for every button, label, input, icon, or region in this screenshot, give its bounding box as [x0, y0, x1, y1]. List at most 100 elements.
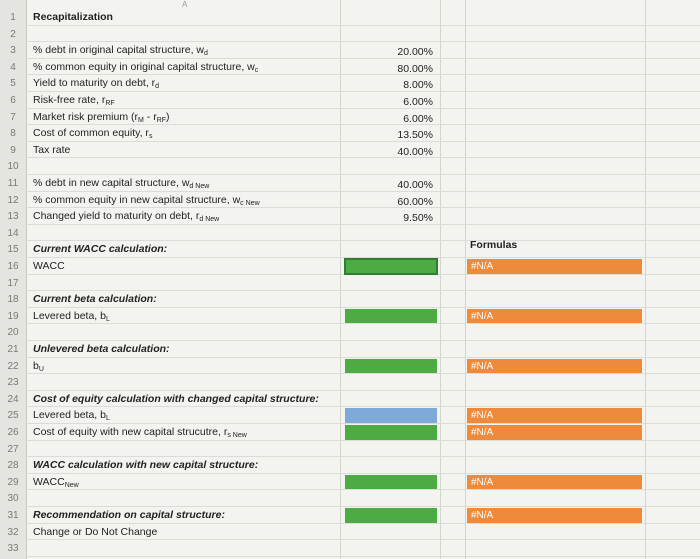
row-number[interactable]: 2 — [10, 28, 16, 40]
row-gridline — [26, 456, 700, 458]
row-number[interactable]: 19 — [7, 310, 19, 322]
column-letter: A — [182, 0, 188, 9]
row-number[interactable]: 11 — [7, 178, 19, 189]
row-label[interactable]: Levered beta, bL — [33, 409, 110, 423]
row-label[interactable]: Tax rate — [33, 143, 71, 156]
row-label[interactable]: % common equity in original capital stru… — [33, 60, 259, 74]
row-number[interactable]: 16 — [7, 261, 19, 272]
input-cell-green[interactable] — [345, 474, 437, 490]
value-cell[interactable]: 6.00% — [403, 96, 433, 108]
row-gridline — [26, 91, 700, 92]
row-label[interactable]: WACCNew — [33, 475, 79, 489]
input-cell-green[interactable] — [345, 508, 437, 523]
row-number[interactable]: 1 — [10, 12, 16, 23]
row-label[interactable]: Cost of common equity, rs — [33, 127, 153, 141]
row-label[interactable]: Market risk premium (rM - rRF) — [33, 110, 170, 124]
row-number[interactable]: 17 — [7, 277, 19, 289]
value-cell[interactable]: 8.00% — [403, 79, 433, 92]
row-gridline — [26, 107, 700, 109]
row-header-column — [0, 0, 27, 559]
value-cell[interactable]: 9.50% — [403, 212, 433, 225]
row-number[interactable]: 15 — [7, 244, 19, 256]
formula-cell[interactable] — [467, 259, 642, 274]
row-gridline — [26, 555, 700, 557]
row-label[interactable]: Yield to maturity on debt, rd — [33, 77, 160, 91]
row-number[interactable]: 6 — [10, 95, 16, 106]
row-label[interactable]: Changed yield to maturity on debt, rd Ne… — [33, 210, 220, 224]
row-number[interactable]: 28 — [7, 460, 19, 472]
value-cell[interactable]: 13.50% — [397, 129, 433, 142]
row-number[interactable]: 26 — [7, 427, 19, 438]
row-number[interactable]: 12 — [7, 194, 19, 206]
row-label[interactable]: % debt in new capital structure, wd New — [33, 177, 210, 190]
row-number[interactable]: 3 — [10, 45, 16, 57]
row-label[interactable]: Levered beta, bL — [33, 309, 110, 323]
value-cell[interactable]: 80.00% — [397, 62, 433, 75]
row-number[interactable]: 13 — [7, 211, 19, 223]
input-cell-green[interactable] — [345, 358, 437, 374]
row-gridline — [26, 489, 700, 491]
formula-cell[interactable] — [467, 408, 642, 423]
row-number[interactable]: 25 — [7, 410, 19, 422]
row-gridline — [26, 41, 700, 43]
row-gridline — [26, 157, 700, 159]
row-number[interactable]: 31 — [7, 510, 19, 521]
row-label[interactable]: Cost of equity calculation with changed … — [33, 392, 319, 405]
formula-cell[interactable] — [467, 358, 642, 374]
row-gridline — [26, 240, 700, 242]
value-cell[interactable]: 40.00% — [397, 179, 433, 191]
formula-cell[interactable] — [467, 425, 642, 440]
row-label[interactable]: Change or Do Not Change — [33, 525, 158, 538]
row-number[interactable]: 24 — [7, 393, 19, 405]
row-number[interactable]: 10 — [7, 161, 19, 173]
formula-cell[interactable] — [467, 508, 642, 523]
row-label[interactable]: Recommendation on capital structure: — [33, 509, 225, 521]
row-number[interactable]: 20 — [7, 327, 19, 339]
input-cell-blue[interactable] — [345, 408, 437, 423]
row-number[interactable]: 32 — [7, 526, 19, 538]
row-label[interactable]: Current WACC calculation: — [33, 243, 168, 256]
row-label[interactable]: Current beta calculation: — [33, 293, 157, 306]
row-number[interactable]: 4 — [10, 61, 16, 73]
row-number[interactable]: 22 — [7, 360, 19, 372]
value-cell[interactable]: 40.00% — [397, 145, 433, 158]
formula-cell[interactable] — [467, 474, 642, 490]
formula-error-text: #N/A — [471, 310, 494, 322]
row-gridline — [26, 522, 700, 524]
row-number[interactable]: 30 — [7, 493, 19, 505]
row-label[interactable]: % debt in original capital structure, wd — [33, 44, 208, 58]
row-label[interactable]: bU — [33, 359, 44, 373]
row-gridline — [26, 472, 700, 474]
formula-cell[interactable] — [467, 308, 642, 324]
row-number[interactable]: 18 — [7, 294, 19, 306]
row-gridline — [26, 257, 700, 258]
row-number[interactable]: 5 — [10, 78, 16, 90]
input-cell-green[interactable] — [345, 425, 437, 440]
row-gridline — [26, 290, 700, 292]
row-label[interactable]: Recapitalization — [33, 11, 113, 23]
row-number[interactable]: 8 — [10, 128, 16, 140]
row-label[interactable]: Cost of equity with new capital strucutr… — [33, 426, 247, 439]
row-number[interactable]: 21 — [7, 344, 19, 355]
row-label[interactable]: % common equity in new capital structure… — [33, 193, 260, 207]
row-label[interactable]: Unlevered beta calculation: — [33, 343, 170, 355]
input-cell-green[interactable] — [344, 258, 438, 275]
row-gridline — [26, 273, 700, 275]
row-number[interactable]: 7 — [10, 111, 16, 123]
row-gridline — [26, 174, 700, 175]
row-gridline — [26, 207, 700, 209]
row-number[interactable]: 29 — [7, 476, 19, 488]
input-cell-green[interactable] — [345, 308, 437, 324]
row-label[interactable]: WACC — [33, 260, 65, 272]
row-label[interactable]: Risk-free rate, rRF — [33, 94, 115, 107]
value-cell[interactable]: 6.00% — [403, 112, 433, 125]
row-number[interactable]: 33 — [7, 543, 19, 555]
row-number[interactable]: 27 — [7, 443, 19, 455]
value-cell[interactable]: 20.00% — [397, 46, 433, 59]
row-label[interactable]: WACC calculation with new capital struct… — [33, 459, 259, 472]
row-number[interactable]: 9 — [10, 144, 16, 156]
row-number[interactable]: 14 — [7, 227, 19, 239]
row-number[interactable]: 23 — [7, 377, 19, 389]
value-cell[interactable]: 60.00% — [397, 195, 433, 208]
row-gridline — [26, 190, 700, 192]
